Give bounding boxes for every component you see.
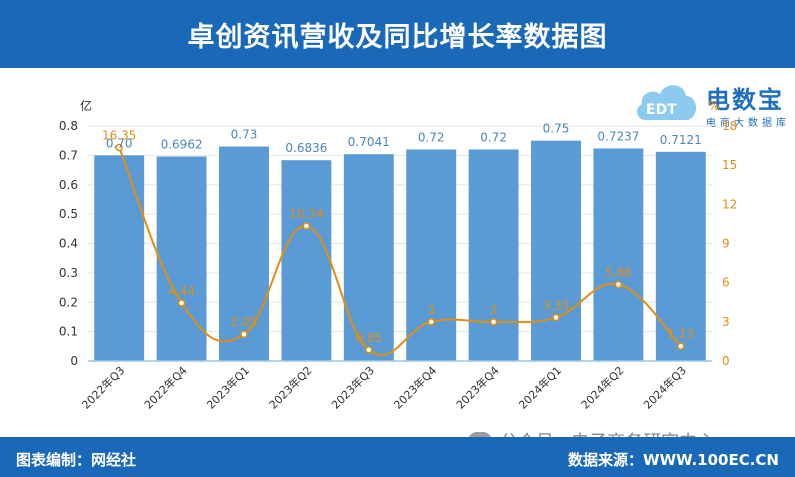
cloud-logo-icon: EDT [637, 85, 697, 120]
line-value-label: 3 [490, 303, 498, 317]
line-value-label: 3.33 [543, 299, 570, 313]
bar [156, 156, 207, 361]
chart: 0 0.1 0.2 0.3 0.4 0.5 0.6 0.7 0.8 0 3 6 9 12 15 18 亿 % 202… [59, 98, 737, 412]
bar-value-label: 0.75 [543, 122, 570, 136]
bar [406, 149, 457, 361]
footer-source: 数据来源：WWW.100EC.CN [568, 451, 779, 469]
bar-value-label: 0.70 [106, 136, 133, 150]
y-left-tick-label: 0.1 [59, 325, 78, 339]
y-left-tick-label: 0.7 [59, 148, 78, 162]
line-value-label: 1.13 [667, 327, 694, 341]
line-value-label: 2.05 [231, 315, 258, 329]
line-point [240, 330, 248, 338]
x-tick-label: 2024年Q3 [640, 363, 689, 412]
line-value-label: 16.35 [102, 129, 136, 143]
x-tick-label: 2023年Q1 [204, 363, 253, 412]
bars [94, 140, 706, 361]
y-left-tick-label: 0.6 [59, 178, 78, 192]
bar-value-label: 0.7121 [660, 133, 702, 147]
data-labels: 0.70 0.6962 0.73 0.6836 0.7041 0.72 0.72 0.75 0.… [102, 122, 702, 345]
line-point [177, 299, 186, 307]
bar-value-label: 0.72 [418, 131, 445, 145]
y-right-tick-label: 3 [722, 315, 730, 329]
y-left-tick-label: 0.3 [59, 266, 78, 280]
bar [219, 146, 269, 361]
bar [468, 149, 519, 361]
bar [343, 154, 394, 361]
bar-value-label: 0.7237 [597, 129, 639, 143]
line-value-label: 4.44 [168, 284, 195, 298]
y-left-tick-label: 0.8 [59, 119, 78, 133]
page-title: 卓创资讯营收及同比增长率数据图 [187, 21, 608, 53]
line-point [302, 222, 311, 230]
y-right-tick-label: 12 [722, 197, 737, 211]
y-right-tick-label: 6 [722, 276, 730, 290]
line-value-label: 5.86 [605, 265, 632, 279]
x-tick-label: 2023年Q2 [266, 363, 315, 412]
line-point [614, 280, 623, 289]
line-value-label: 10.34 [289, 207, 323, 221]
y-right-tick-label: 9 [722, 237, 730, 251]
bar-value-label: 0.7041 [348, 135, 390, 149]
bar-value-label: 0.6962 [161, 137, 203, 151]
line-point [115, 143, 123, 152]
x-tick-label: 2024年Q2 [578, 363, 627, 412]
brand-logo: EDT 电数宝 电商大数据库 [626, 70, 795, 134]
y-left-tick-label: 0.5 [59, 207, 78, 221]
y-right-tick-label: 15 [722, 158, 737, 172]
x-tick-label: 2023年Q3 [328, 363, 377, 412]
y-right-tick-label: 18 [722, 119, 737, 133]
y-left-tick-label: 0.4 [59, 237, 78, 251]
line-point [552, 313, 560, 322]
line-point [489, 318, 498, 326]
line-point [427, 318, 435, 326]
x-tick-label: 2022年Q3 [79, 363, 128, 412]
x-tick-label: 2022年Q4 [141, 363, 190, 412]
logo-mark: EDT [646, 102, 677, 118]
y-left-tick-label: 0 [70, 354, 78, 368]
y-left-unit: 亿 [80, 98, 92, 113]
y-right-unit: % [708, 99, 719, 113]
bar-value-label: 0.73 [231, 128, 258, 142]
header-banner: 卓创资讯营收及同比增长率数据图 [0, 0, 795, 68]
y-right-tick-label: 0 [722, 354, 730, 368]
growth-line [115, 143, 685, 356]
logo-subtitle: 电商大数据库 [706, 118, 790, 129]
bar [593, 148, 644, 361]
x-tick-label: 2024年Q1 [516, 363, 565, 412]
line-point [365, 346, 373, 354]
bar [94, 155, 145, 361]
x-tick-label: 2023年Q4 [453, 363, 502, 412]
logo-brand: 电数宝 [706, 86, 784, 114]
footer-banner: 图表编制：网经社 数据来源：WWW.100EC.CN [0, 437, 795, 477]
footer-credit: 图表编制：网经社 [16, 451, 137, 469]
bar-value-label: 0.6836 [285, 141, 327, 155]
bar-value-label: 0.72 [480, 131, 507, 145]
bar [531, 140, 581, 361]
line-value-label: 3 [427, 303, 435, 317]
x-tick-label: 2023年Q4 [391, 363, 440, 412]
bar [281, 160, 332, 361]
y-left-tick-label: 0.2 [59, 295, 78, 309]
line-value-label: 0.85 [355, 331, 382, 345]
line-point [677, 342, 685, 350]
